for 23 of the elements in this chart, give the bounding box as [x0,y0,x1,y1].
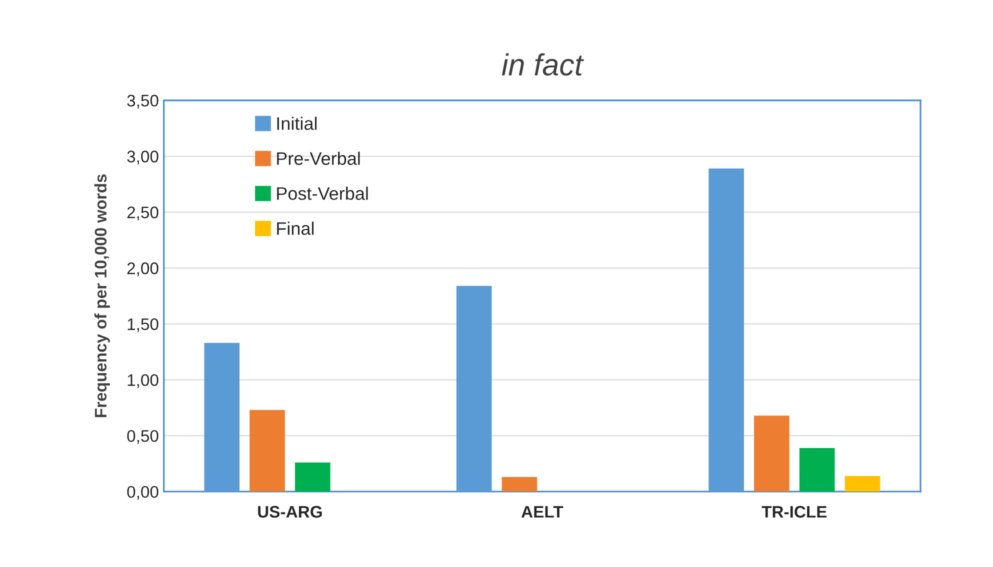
chart-title: in fact [502,53,584,76]
y-tick-label: 0,00 [127,486,158,500]
bar [502,477,538,492]
y-tick-label: 0,50 [127,430,158,444]
bar [295,462,330,492]
legend-label: Pre-Verbal [277,152,360,165]
legend-label: Post-Verbal [277,186,368,200]
bar [844,476,880,492]
y-tick-label: 2,50 [127,206,158,220]
y-tick-label: 3,00 [127,150,158,164]
y-tick-label: 3,50 [127,94,158,109]
bar [799,448,835,492]
y-axis-title: Frequency of per 10,000 words [94,174,110,418]
x-tick-label: AELT [521,506,564,518]
y-tick-label: 2,00 [127,262,158,276]
legend-label: Initial [277,116,317,130]
bar [250,410,285,492]
y-tick-label: 1,50 [128,318,158,332]
y-tick-label: 1,00 [128,374,158,388]
legend-label: Final [277,222,314,235]
x-tick-label: US-ARG [258,506,322,518]
x-tick-label: TR-ICLE [762,506,827,518]
bar [754,416,790,492]
